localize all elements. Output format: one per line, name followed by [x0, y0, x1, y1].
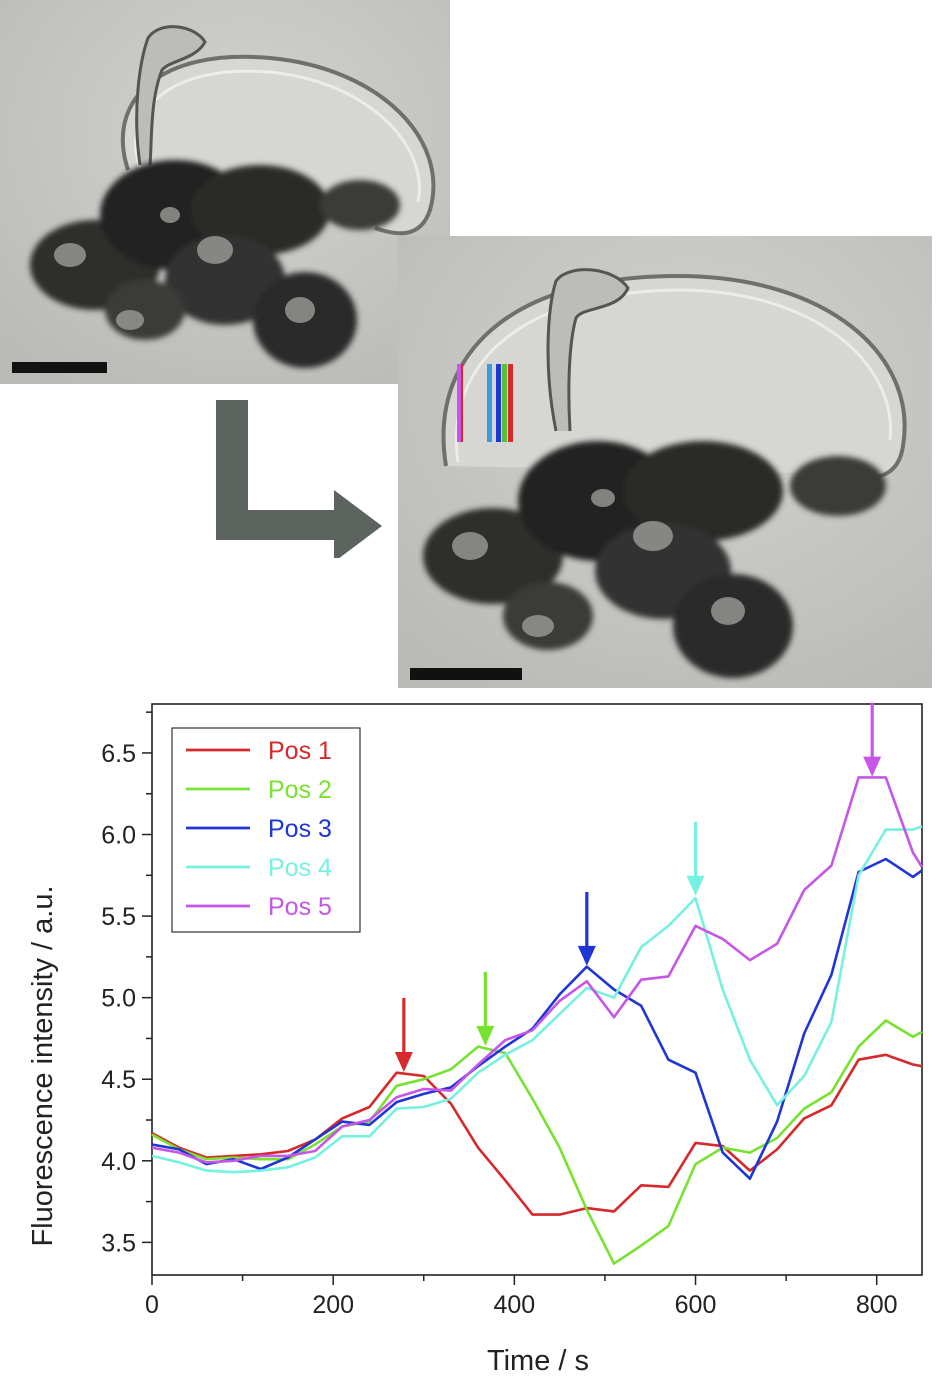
- plot-frame: [151, 703, 923, 1276]
- legend-label-pos-4: Pos 4: [268, 854, 332, 882]
- series-line-pos-2: [151, 1019, 923, 1265]
- pos-4-marker: [487, 364, 492, 442]
- micrograph-before: [0, 0, 450, 384]
- pos-2-marker: [502, 364, 507, 442]
- axis-ticks: [142, 711, 878, 1285]
- scale-bar: [410, 668, 522, 680]
- arrow-head-pos-3: [577, 945, 596, 966]
- series-line-pos-3: [151, 857, 923, 1181]
- x-tick-label: 200: [312, 1291, 354, 1319]
- micrograph-after: [398, 236, 932, 688]
- x-tick-label: 400: [493, 1291, 535, 1319]
- y-tick-label: 5.5: [101, 903, 136, 931]
- y-axis-title: Fluorescence intensity / a.u.: [27, 885, 59, 1246]
- legend-label-pos-5: Pos 5: [268, 893, 332, 921]
- legend-label-pos-1: Pos 1: [268, 737, 332, 765]
- fluorescence-chart: 0 200 400 600 800 3.5 4.0 4.5 5.0 5.5 6.0 6.5 Pos 1…: [27, 702, 924, 1376]
- x-tick-label: 0: [145, 1291, 159, 1319]
- y-tick-label: 4.5: [101, 1066, 136, 1094]
- pos-1-marker: [508, 364, 513, 442]
- y-tick-label: 4.0: [101, 1148, 136, 1176]
- scale-bar: [12, 362, 107, 373]
- series-line-pos-4: [151, 825, 923, 1174]
- legend-box: [171, 727, 361, 933]
- legend-label-pos-3: Pos 3: [268, 815, 332, 843]
- pos-3-marker: [496, 364, 501, 442]
- y-tick-label: 3.5: [101, 1229, 136, 1257]
- pos-5-marker: [457, 364, 462, 442]
- series-line-pos-5: [151, 776, 924, 1164]
- peak-arrows: [394, 702, 882, 1072]
- series-line-pos-1: [151, 1053, 923, 1216]
- x-tick-label: 600: [675, 1291, 717, 1319]
- x-tick-label: 800: [856, 1291, 898, 1319]
- y-tick-label: 6.5: [101, 740, 136, 768]
- flow-arrow-icon: [216, 400, 382, 558]
- position-markers: [457, 364, 513, 442]
- legend: Pos 1 Pos 2 Pos 3 Pos 4 Pos 5: [171, 727, 361, 933]
- plot-border: [151, 703, 923, 1276]
- arrow-head-pos-2: [476, 1025, 495, 1046]
- tick-labels: 0 200 400 600 800 3.5 4.0 4.5 5.0 5.5 6.0 6.5: [101, 740, 897, 1319]
- series-lines: [151, 776, 924, 1265]
- y-tick-label: 5.0: [101, 985, 136, 1013]
- legend-label-pos-2: Pos 2: [268, 776, 332, 804]
- arrow-head-pos-4: [686, 875, 705, 896]
- x-axis-title: Time / s: [487, 1345, 589, 1376]
- arrow-head-pos-5: [863, 756, 882, 777]
- arrow-head-pos-1: [394, 1051, 413, 1072]
- y-tick-label: 6.0: [101, 822, 136, 850]
